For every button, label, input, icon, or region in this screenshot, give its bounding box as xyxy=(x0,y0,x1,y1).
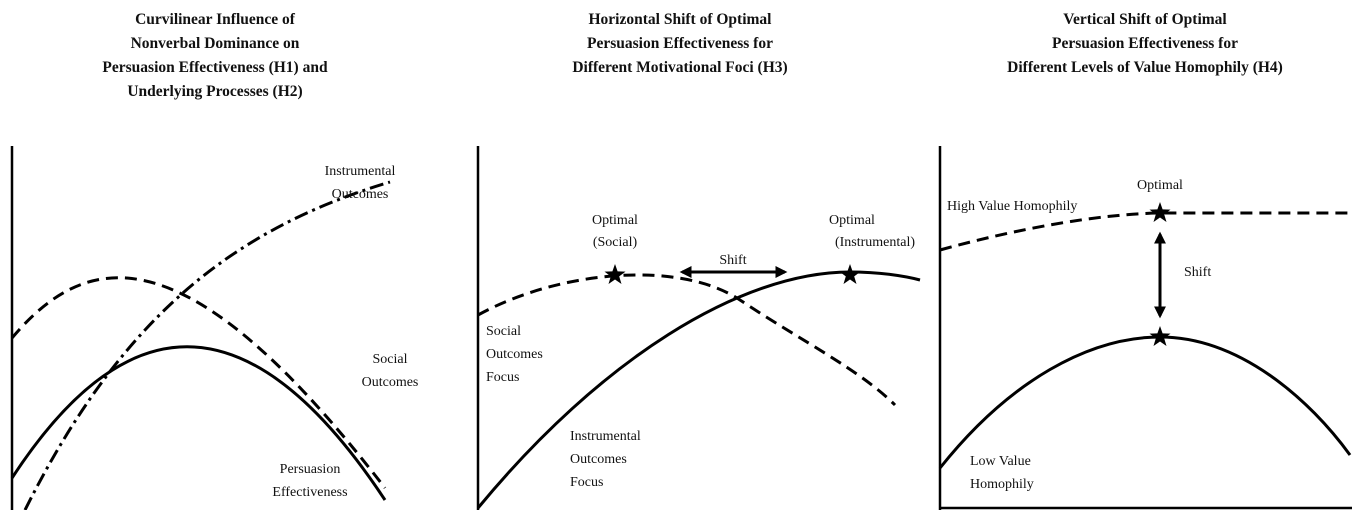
title-line: Vertical Shift of Optimal xyxy=(1063,11,1227,28)
label: (Instrumental) xyxy=(835,235,915,250)
label: Outcomes xyxy=(486,347,543,362)
label: Optimal xyxy=(1137,178,1183,193)
label: Focus xyxy=(486,370,519,385)
label: Social xyxy=(486,324,521,339)
low-homophily-curve xyxy=(938,335,1352,469)
panel-2: Horizontal Shift of Optimal Persuasion E… xyxy=(476,11,921,510)
high-homophily-curve xyxy=(939,211,1350,252)
title-line: Persuasion Effectiveness for xyxy=(1052,35,1238,52)
label: Homophily xyxy=(970,477,1034,492)
title-line: Horizontal Shift of Optimal xyxy=(589,11,773,28)
label: Instrumental xyxy=(325,164,396,179)
label: Optimal xyxy=(829,213,875,228)
label: Focus xyxy=(570,475,603,490)
label: Instrumental xyxy=(570,429,641,444)
label: Persuasion xyxy=(280,462,341,477)
panel-1: Curvilinear Influence of Nonverbal Domin… xyxy=(10,11,419,510)
optimal-star xyxy=(604,264,626,284)
persuasion-curve xyxy=(10,345,387,501)
label: High Value Homophily xyxy=(947,199,1077,214)
social-curve xyxy=(477,273,897,407)
label: (Social) xyxy=(593,235,638,250)
label: Outcomes xyxy=(570,452,627,467)
label: Effectiveness xyxy=(272,485,347,500)
social-curve xyxy=(10,276,387,489)
label: Low Value xyxy=(970,454,1031,469)
title-line: Underlying Processes (H2) xyxy=(127,83,302,100)
optimal-star xyxy=(1149,202,1171,222)
title-line: Nonverbal Dominance on xyxy=(131,35,300,52)
title-line: Different Levels of Value Homophily (H4) xyxy=(1007,59,1283,76)
label: Social xyxy=(373,352,408,367)
title-line: Different Motivational Foci (H3) xyxy=(572,59,787,76)
title-line: Persuasion Effectiveness (H1) and xyxy=(102,59,328,76)
label: Outcomes xyxy=(362,375,419,390)
label: Shift xyxy=(1184,265,1211,280)
optimal-star xyxy=(839,264,861,284)
instrumental-curve xyxy=(476,270,921,509)
panel-3: Vertical Shift of Optimal Persuasion Eff… xyxy=(938,11,1352,510)
label: Optimal xyxy=(592,213,638,228)
label: Shift xyxy=(719,253,746,268)
title-line: Persuasion Effectiveness for xyxy=(587,35,773,52)
instrumental-curve xyxy=(23,180,391,510)
title-line: Curvilinear Influence of xyxy=(135,11,296,28)
optimal-star xyxy=(1149,326,1171,346)
label: Outcomes xyxy=(332,187,389,202)
